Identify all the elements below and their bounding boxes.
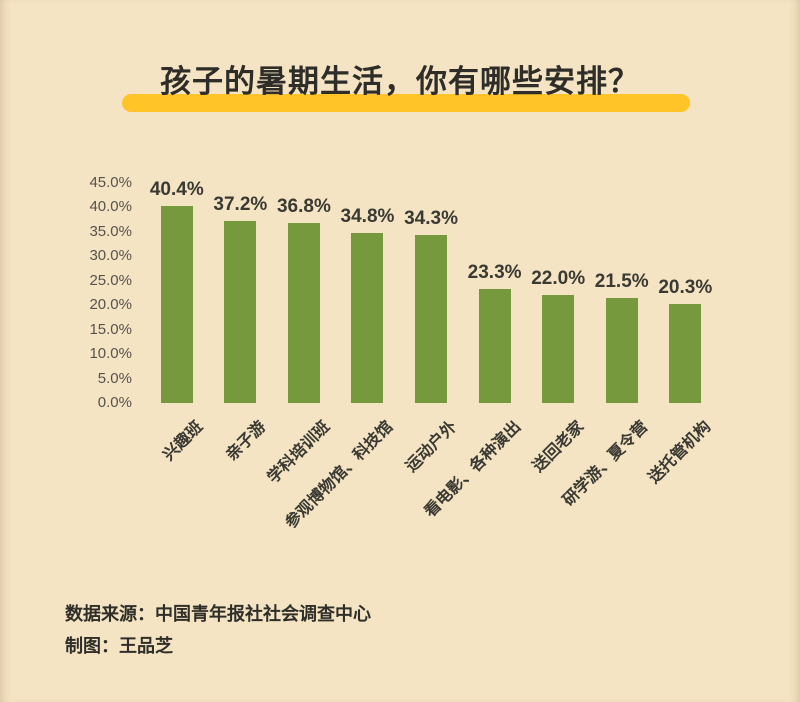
category-label: 参观博物馆、科技馆: [282, 418, 397, 533]
category-label: 兴趣班: [160, 418, 207, 465]
bar-column: 34.8% 参观博物馆、科技馆: [283, 183, 400, 532]
bar-column: 21.5% 研学游、夏令营: [560, 183, 654, 510]
bar-column: 36.8% 学科培训班: [265, 183, 336, 487]
footer: 数据来源：中国青年报社社会调查中心 制图：王品芝: [65, 598, 371, 662]
category-label: 亲子游: [223, 418, 270, 465]
y-axis-tick-label: 20.0%: [89, 296, 132, 314]
bar-value-label: 34.8%: [340, 205, 395, 227]
y-axis-tick-label: 35.0%: [89, 222, 132, 240]
bar: [351, 232, 384, 403]
y-axis-tick-label: 5.0%: [97, 369, 132, 387]
bar: [542, 295, 575, 403]
bar: [669, 303, 702, 403]
y-axis-tick-label: 10.0%: [89, 345, 132, 363]
y-axis-tick-label: 45.0%: [89, 174, 132, 191]
page-title: 孩子的暑期生活，你有哪些安排？: [160, 64, 640, 99]
bar: [224, 221, 257, 403]
bar-value-label: 36.8%: [276, 196, 331, 218]
bar: [160, 205, 193, 403]
data-source-text: 数据来源：中国青年报社社会调查中心: [65, 604, 371, 624]
bar-column: 40.4% 兴趣班: [145, 179, 209, 465]
bar: [415, 235, 448, 403]
y-axis-tick-label: 15.0%: [89, 320, 132, 338]
bar-value-label: 23.3%: [467, 262, 522, 284]
bar-column: 23.3% 看电影、各种演出: [421, 183, 527, 521]
y-axis: 45.0% 40.0% 35.0% 30.0% 25.0% 20.0% 15.0% 10.0%…: [58, 174, 138, 411]
bar-column: 37.2% 亲子游: [209, 183, 273, 464]
bar-value-label: 21.5%: [594, 270, 649, 292]
credit-text: 制图：王品芝: [65, 636, 173, 656]
y-axis-tick-label: 0.0%: [97, 394, 132, 411]
bar-value-label: 22.0%: [531, 268, 586, 290]
category-label: 送托管机构: [645, 418, 715, 487]
bar-value-label: 20.3%: [658, 276, 713, 298]
y-axis-tick-label: 40.0%: [89, 198, 132, 216]
bar: [287, 223, 320, 403]
bar: [478, 289, 511, 403]
bar-value-label: 37.2%: [213, 194, 268, 216]
bar: [605, 297, 638, 403]
bar-column: 20.3% 送托管机构: [646, 183, 718, 487]
bar-column: 34.3% 运动户外: [399, 183, 463, 475]
bar-value-label: 34.3%: [404, 208, 458, 230]
y-axis-tick-label: 30.0%: [89, 247, 132, 265]
bar-chart: 40.4% 兴趣班 37.2% 亲子游 36.8% 学科培训班 34.8% 参观博物馆、科技馆…: [145, 179, 718, 533]
category-label: 送回老家: [530, 418, 588, 476]
title-highlight-band: [122, 94, 690, 112]
bar-column: 22.0% 送回老家: [526, 183, 590, 475]
bar-value-label: 40.4%: [149, 178, 204, 200]
category-label: 运动户外: [403, 418, 461, 476]
title-block: 孩子的暑期生活，你有哪些安排？: [0, 60, 800, 112]
y-axis-tick-label: 25.0%: [89, 271, 132, 289]
